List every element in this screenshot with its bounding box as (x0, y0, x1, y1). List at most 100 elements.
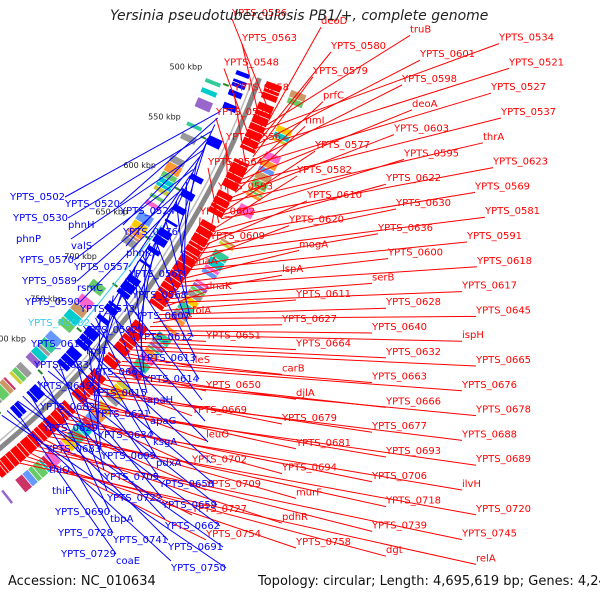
forward-label-connector (231, 18, 272, 116)
forward-gene-label: deoA (412, 99, 438, 110)
forward-label-connector (258, 59, 421, 144)
forward-label-connector (239, 117, 502, 185)
forward-gene-mark (27, 432, 41, 448)
scale-tick (222, 82, 230, 87)
forward-label-connector (223, 68, 256, 153)
cog-category-mark (28, 466, 43, 482)
forward-gene-mark (118, 337, 134, 351)
forward-label-connector (34, 449, 463, 541)
reverse-gene-label: YPTS_0649 (36, 381, 92, 392)
reverse-gene-mark (28, 383, 46, 401)
reverse-gene-label: thiP (52, 486, 71, 497)
forward-gene-label: YPTS_0677 (371, 421, 427, 432)
forward-gene-mark (207, 205, 225, 219)
forward-gene-label: YPTS_0603 (393, 124, 449, 135)
cog-category-mark (288, 89, 307, 102)
reverse-gene-label: phnH (68, 220, 95, 231)
reverse-gene-label: YPTS_0592 (82, 325, 138, 336)
reverse-label-connector (71, 344, 105, 471)
forward-gene-mark (112, 340, 131, 358)
forward-gene-label: YPTS_0651 (205, 330, 261, 341)
forward-gene-label: YPTS_0676 (461, 380, 517, 391)
forward-gene-label: YPTS_0609 (209, 231, 265, 242)
cog-category-mark (3, 377, 17, 391)
reverse-gene-label: YPTS_0590 (24, 297, 80, 308)
cog-category-mark (200, 87, 218, 98)
forward-gene-mark (244, 128, 263, 143)
forward-gene-label: YPTS_0564 (207, 157, 263, 168)
forward-gene-label: dnaK (206, 281, 232, 292)
forward-gene-mark (89, 368, 107, 385)
reverse-gene-mark (164, 218, 178, 228)
forward-label-connector (195, 225, 290, 262)
reverse-label-connector (119, 117, 219, 205)
forward-gene-mark (225, 171, 243, 184)
forward-gene-label: YPTS_0602 (199, 206, 255, 217)
forward-label-connector (241, 43, 264, 135)
forward-gene-label: rimI (305, 115, 325, 126)
forward-label-connector (111, 372, 297, 400)
forward-label-connector (134, 345, 387, 359)
forward-gene-label: YPTS_0718 (385, 496, 441, 507)
forward-gene-mark (61, 400, 76, 415)
forward-label-connector (256, 67, 510, 149)
rna-gene-label: YPTS_R0082 (27, 318, 90, 329)
forward-label-connector (60, 426, 207, 491)
forward-gene-label: YPTS_0709 (205, 479, 261, 490)
cog-category-mark (15, 361, 32, 378)
forward-label-connector (205, 200, 308, 245)
reverse-gene-label: YPTS_0607 (134, 311, 190, 322)
forward-gene-label: YPTS_0720 (475, 504, 531, 515)
forward-gene-mark (241, 136, 260, 150)
forward-gene-label: lspA (282, 264, 303, 275)
gene-labels: YPTS_0586 deoD truB YPTS_0534 YPTS_0563 YPTS_… (9, 8, 564, 574)
forward-gene-mark (190, 231, 209, 248)
forward-gene-label: YPTS_0666 (385, 396, 441, 407)
forward-gene-mark (210, 202, 227, 213)
forward-gene-label: serB (372, 272, 394, 283)
forward-gene-label: YPTS_0610 (306, 190, 362, 201)
cog-category-mark (160, 170, 178, 184)
forward-gene-label: carB (282, 363, 305, 374)
forward-gene-label: YPTS_0581 (484, 206, 540, 217)
cog-category-mark (153, 184, 170, 197)
forward-label-connector (268, 26, 322, 121)
forward-label-connector (252, 76, 314, 158)
forward-label-connector (98, 386, 283, 425)
scale-tick-label: 800 kbp (0, 335, 26, 344)
forward-gene-label: YPTS_0548 (223, 58, 279, 69)
label-connectors (1, 18, 510, 569)
cog-category-mark (139, 351, 156, 367)
cog-category-mark (0, 384, 10, 401)
cog-category-mark (127, 225, 145, 240)
reverse-gene-label: YPTS_0562 (128, 269, 184, 280)
reverse-gene-label: YPTS_0750 (170, 563, 226, 574)
reverse-gene-label: YPTS_0722 (106, 493, 162, 504)
forward-gene-label: YPTS_0601 (419, 49, 475, 60)
reverse-gene-mark (227, 88, 243, 100)
reverse-gene-mark (206, 135, 223, 150)
forward-gene-label: YPTS_0586 (231, 8, 287, 19)
forward-gene-label: YPTS_0679 (281, 413, 337, 424)
forward-gene-label: YPTS_0689 (475, 454, 531, 465)
reverse-gene-label: YPTS_0662 (164, 521, 220, 532)
reverse-label-connector (137, 231, 159, 331)
reverse-label-connector (94, 295, 114, 408)
cog-category-mark (36, 343, 51, 357)
forward-gene-mark (256, 101, 275, 115)
forward-gene-mark (37, 421, 54, 438)
reverse-label-connector (140, 249, 147, 352)
reverse-gene-label: YPTS_0634 (97, 430, 153, 441)
reverse-label-connector (73, 168, 194, 261)
reverse-label-connector (81, 334, 157, 457)
forward-gene-label: YPTS_0694 (281, 463, 337, 474)
reverse-gene-mark (107, 300, 121, 312)
forward-gene-mark (216, 189, 234, 203)
reverse-label-connector (85, 242, 151, 345)
cog-category-mark (132, 356, 152, 375)
reverse-gene-label: thiQ (49, 465, 70, 476)
reverse-label-connector (62, 355, 215, 485)
reverse-label-connector (52, 365, 163, 499)
cog-category-mark (204, 77, 222, 88)
forward-gene-label: YPTS_0534 (498, 33, 554, 44)
